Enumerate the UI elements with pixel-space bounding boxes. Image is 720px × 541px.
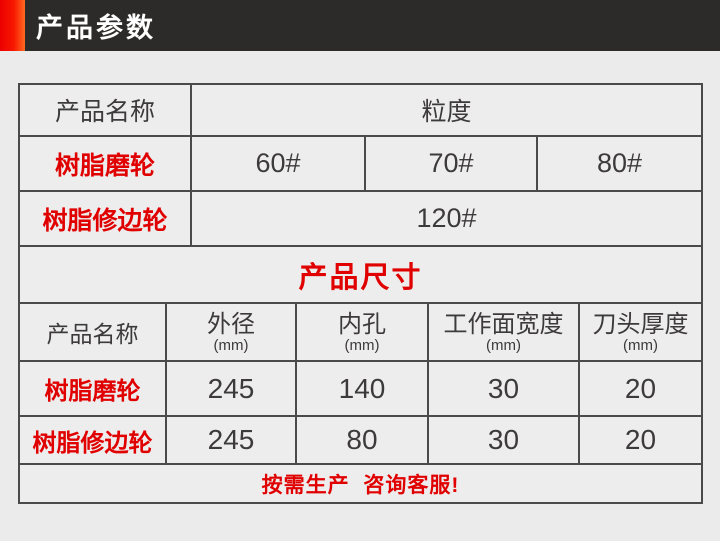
size-value: 80 — [295, 417, 427, 463]
title-bar: 产品参数 — [0, 0, 720, 51]
col-header-working-face-width: 工作面宽度 (mm) — [427, 304, 578, 360]
granularity-value: 80# — [536, 137, 701, 190]
footer-note: 按需生产 咨询客服! — [261, 473, 460, 497]
table-row: 树脂修边轮 245 80 30 20 — [20, 415, 701, 463]
page-title: 产品参数 — [36, 13, 156, 43]
size-value: 20 — [578, 362, 701, 415]
size-value: 245 — [165, 362, 295, 415]
col-header-unit: (mm) — [623, 336, 658, 354]
col-header-product-name: 产品名称 — [46, 321, 139, 347]
col-header-inner-hole: 内孔 (mm) — [295, 304, 427, 360]
col-header-label: 刀头厚度 — [592, 310, 689, 338]
col-header-unit: (mm) — [344, 336, 380, 354]
col-header-blade-thickness: 刀头厚度 (mm) — [578, 304, 701, 360]
size-section-title: 产品尺寸 — [298, 261, 423, 294]
row-header-grinding-wheel: 树脂磨轮 — [44, 378, 141, 405]
col-header-unit: (mm) — [486, 336, 521, 354]
col-header-outer-diameter: 外径 (mm) — [165, 304, 295, 360]
table-row: 树脂修边轮 120# — [20, 190, 701, 245]
row-header-trimming-wheel: 树脂修边轮 — [42, 206, 168, 235]
granularity-value: 120# — [190, 192, 701, 245]
col-header-product-name: 产品名称 — [54, 98, 155, 126]
col-header-label: 工作面宽度 — [443, 310, 564, 338]
red-accent-block — [0, 0, 25, 51]
table-row: 树脂磨轮 245 140 30 20 — [20, 360, 701, 415]
size-value: 20 — [578, 417, 701, 463]
table-row: 树脂磨轮 60# 70# 80# — [20, 135, 701, 190]
size-value: 30 — [427, 417, 578, 463]
product-spec-table: 产品名称 粒度 树脂磨轮 60# 70# 80# 树脂修边轮 120# 产品尺寸… — [18, 83, 703, 504]
size-value: 140 — [295, 362, 427, 415]
size-value: 245 — [165, 417, 295, 463]
size-section-row: 产品尺寸 — [20, 245, 701, 302]
size-value: 30 — [427, 362, 578, 415]
col-header-label: 外径 — [207, 310, 255, 338]
granularity-value: 70# — [364, 137, 536, 190]
col-header-granularity: 粒度 — [190, 85, 701, 135]
footer-note-row: 按需生产 咨询客服! — [20, 463, 701, 502]
size-header-row: 产品名称 外径 (mm) 内孔 (mm) 工作面宽度 (mm) 刀头厚度 (mm… — [20, 302, 701, 360]
row-header-grinding-wheel: 树脂磨轮 — [54, 151, 155, 180]
col-header-label: 内孔 — [338, 310, 386, 338]
row-header-trimming-wheel: 树脂修边轮 — [32, 429, 153, 457]
granularity-header-row: 产品名称 粒度 — [20, 85, 701, 135]
col-header-unit: (mm) — [213, 336, 249, 354]
granularity-value: 60# — [190, 137, 364, 190]
